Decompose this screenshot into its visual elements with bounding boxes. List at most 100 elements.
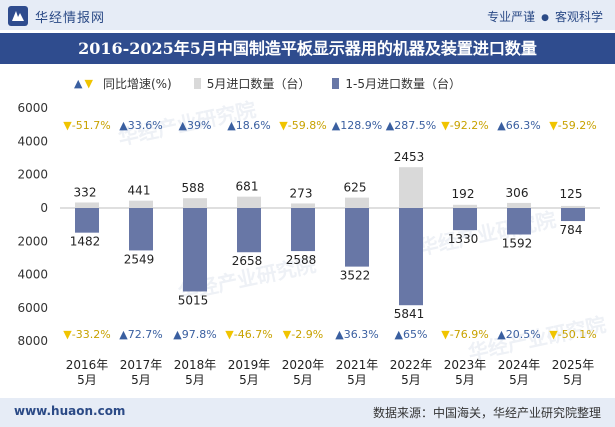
growth-may-label-7: ▼-92.2% — [441, 119, 488, 132]
may-bar-6 — [399, 167, 423, 208]
x-tick-label-5: 2021年 5月 — [336, 358, 379, 387]
cumulative-bar-7 — [453, 208, 477, 231]
cumulative-bar-2 — [183, 208, 207, 292]
tag-professional: 专业严谨 — [487, 10, 536, 24]
may-value-label-0: 332 — [74, 185, 97, 199]
watermark-1: 华经产业研究院 — [416, 207, 558, 260]
cumulative-value-label-5: 3522 — [340, 269, 371, 283]
growth-cumulative-label-5: ▲36.3% — [335, 328, 378, 341]
may-bar-8 — [507, 202, 531, 208]
x-tick-label-9: 2025年 5月 — [552, 358, 595, 387]
growth-may-label-5: ▲128.9% — [332, 119, 382, 132]
may-value-label-9: 125 — [560, 187, 583, 201]
cumulative-bar-8 — [507, 208, 531, 235]
may-bar-4 — [291, 203, 315, 208]
may-value-label-5: 625 — [344, 181, 367, 195]
cumulative-value-label-9: 784 — [560, 223, 583, 237]
y-tick-label: 2000 — [17, 234, 48, 248]
cumulative-value-label-0: 1482 — [70, 235, 101, 249]
legend-may-swatch — [193, 77, 201, 89]
huajing-logo-icon — [8, 6, 28, 26]
cumulative-bar-5 — [345, 208, 369, 267]
may-value-label-6: 2453 — [394, 150, 425, 164]
cumulative-bar-9 — [561, 208, 585, 222]
y-tick-label: 4000 — [17, 134, 48, 148]
may-bar-0 — [75, 202, 99, 208]
growth-may-label-8: ▲66.3% — [497, 119, 540, 132]
growth-cumulative-label-6: ▲65% — [395, 328, 428, 341]
cumulative-bar-4 — [291, 208, 315, 252]
tag-objective: 客观科学 — [554, 10, 603, 24]
cumulative-value-label-4: 2588 — [286, 253, 317, 267]
cumulative-value-label-6: 5841 — [394, 307, 425, 321]
x-tick-label-7: 2023年 5月 — [444, 358, 487, 387]
may-bar-9 — [561, 205, 585, 208]
triangle-down-icon: ▼ — [84, 76, 93, 90]
x-tick-label-4: 2020年 5月 — [282, 358, 325, 387]
y-tick-label: 2000 — [17, 168, 48, 182]
legend-cumulative-swatch — [332, 77, 340, 89]
growth-may-label-9: ▼-59.2% — [549, 119, 596, 132]
x-tick-label-0: 2016年 5月 — [66, 358, 109, 387]
y-tick-label: 4000 — [17, 268, 48, 282]
may-bar-5 — [345, 197, 369, 208]
separator-dot-icon: ● — [541, 13, 549, 23]
growth-cumulative-label-0: ▼-33.2% — [63, 328, 110, 341]
may-bar-2 — [183, 198, 207, 208]
data-source: 数据来源：中国海关，华经产业研究院整理 — [372, 406, 601, 420]
growth-may-label-0: ▼-51.7% — [63, 119, 110, 132]
slogan-tags: 专业严谨 ● 客观科学 — [487, 8, 603, 25]
y-tick-label: 8000 — [17, 334, 48, 348]
growth-may-label-4: ▼-59.8% — [279, 119, 326, 132]
x-tick-label-1: 2017年 5月 — [120, 358, 163, 387]
may-value-label-3: 681 — [236, 180, 259, 194]
cumulative-value-label-1: 2549 — [124, 252, 155, 266]
may-bar-1 — [129, 200, 153, 208]
top-bar: 华经情报网 专业严谨 ● 客观科学 — [0, 0, 615, 30]
may-value-label-8: 306 — [506, 186, 529, 200]
growth-cumulative-label-1: ▲72.7% — [119, 328, 162, 341]
cumulative-bar-0 — [75, 208, 99, 233]
growth-may-label-6: ▲287.5% — [386, 119, 436, 132]
growth-cumulative-label-7: ▼-76.9% — [441, 328, 488, 341]
may-value-label-4: 273 — [290, 186, 313, 200]
may-value-label-1: 441 — [128, 184, 151, 198]
brand[interactable]: 华经情报网 — [8, 6, 105, 26]
growth-cumulative-label-3: ▼-46.7% — [225, 328, 272, 341]
y-tick-label: 0 — [40, 201, 48, 215]
brand-name: 华经情报网 — [35, 10, 106, 26]
x-tick-label-2: 2018年 5月 — [174, 358, 217, 387]
cumulative-value-label-3: 2658 — [232, 254, 263, 268]
y-tick-label: 6000 — [17, 101, 48, 115]
may-bar-7 — [453, 204, 477, 208]
x-tick-label-8: 2024年 5月 — [498, 358, 541, 387]
may-bar-3 — [237, 196, 261, 208]
footer-url[interactable]: www.huaon.com — [14, 404, 126, 418]
growth-cumulative-label-4: ▼-2.9% — [283, 328, 323, 341]
cumulative-value-label-8: 1592 — [502, 236, 533, 250]
growth-cumulative-label-9: ▼-50.1% — [549, 328, 596, 341]
x-tick-label-6: 2022年 5月 — [390, 358, 433, 387]
growth-may-label-1: ▲33.6% — [119, 119, 162, 132]
cumulative-bar-1 — [129, 208, 153, 251]
footer-bar: www.huaon.com 数据来源：中国海关，华经产业研究院整理 — [0, 398, 615, 427]
y-tick-label: 6000 — [17, 301, 48, 315]
chart-title: 2016-2025年5月中国制造平板显示器用的机器及装置进口数量 — [0, 33, 615, 64]
x-tick-label-3: 2019年 5月 — [228, 358, 271, 387]
may-value-label-7: 192 — [452, 187, 475, 201]
growth-cumulative-label-2: ▲97.8% — [173, 328, 216, 341]
growth-may-label-3: ▲18.6% — [227, 119, 270, 132]
legend-growth-label: 同比增速(%) — [102, 76, 172, 91]
legend-may-label: 5月进口数量（台） — [206, 76, 311, 91]
triangle-up-icon: ▲ — [74, 76, 83, 90]
cumulative-value-label-2: 5015 — [178, 293, 209, 307]
cumulative-bar-3 — [237, 208, 261, 253]
growth-may-label-2: ▲39% — [179, 119, 212, 132]
chart-legend: ▲ ▼ 同比增速(%) 5月进口数量（台） 1-5月进口数量（台） — [74, 74, 461, 92]
growth-cumulative-label-8: ▲20.5% — [497, 328, 540, 341]
cumulative-bar-6 — [399, 208, 423, 306]
legend-cumulative-label: 1-5月进口数量（台） — [345, 76, 461, 91]
cumulative-value-label-7: 1330 — [448, 232, 479, 246]
may-value-label-2: 588 — [182, 181, 205, 195]
